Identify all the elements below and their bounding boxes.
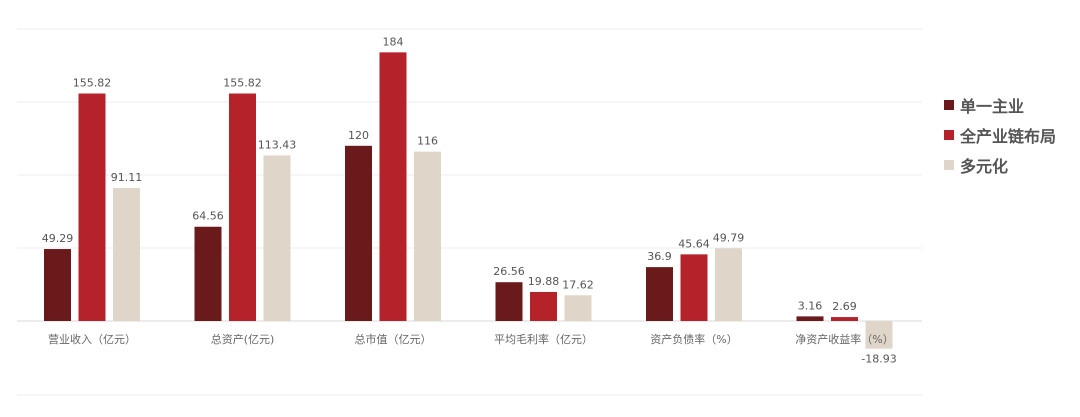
data-label-0-2: 91.11 [111, 171, 143, 184]
category-label-2: 总市值（亿元） [355, 332, 432, 346]
data-label-0-1: 155.82 [73, 77, 112, 90]
bar-1-1 [229, 93, 256, 321]
legend-swatch-diversified [944, 160, 954, 170]
legend-label-single-business: 单一主业 [960, 97, 1025, 116]
legend-item-full-industry-chain: 全产业链布局 [944, 120, 1056, 150]
data-label-3-1: 19.88 [528, 275, 560, 288]
data-label-4-1: 45.64 [678, 237, 710, 250]
category-label-0: 营业收入（亿元） [48, 332, 136, 346]
data-label-1-1: 155.82 [223, 77, 262, 90]
bar-4-2 [715, 248, 742, 321]
bar-5-1 [831, 317, 858, 321]
bar-3-1 [530, 291, 557, 321]
bar-0-1 [78, 93, 106, 321]
bar-4-0 [646, 267, 673, 321]
bar-0-2 [113, 187, 140, 321]
bar-5-2 [865, 321, 893, 349]
category-label-3: 平均毛利率（亿元） [494, 332, 593, 346]
chart-legend: 单一主业 全产业链布局 多元化 [944, 90, 1056, 180]
legend-item-diversified: 多元化 [944, 150, 1056, 180]
legend-swatch-single-business [944, 100, 954, 110]
data-label-4-2: 49.79 [713, 231, 745, 244]
data-label-5-0: 3.16 [798, 299, 823, 312]
data-label-5-1: 2.69 [832, 300, 857, 313]
bar-5-0 [796, 316, 824, 321]
data-label-2-2: 116 [417, 135, 438, 148]
bar-3-2 [564, 295, 592, 321]
legend-item-single-business: 单一主业 [944, 90, 1056, 120]
bar-1-0 [194, 226, 222, 321]
bar-4-1 [680, 254, 708, 321]
category-label-4: 资产负债率（%） [650, 332, 737, 346]
category-label-1: 总资产(亿元) [211, 332, 275, 346]
legend-label-diversified: 多元化 [960, 157, 1009, 176]
bar-1-2 [263, 155, 291, 321]
data-label-2-0: 120 [348, 129, 369, 142]
data-label-4-0: 36.9 [647, 250, 672, 263]
bar-2-2 [414, 151, 441, 321]
bar-2-1 [379, 52, 407, 322]
data-label-1-2: 113.43 [258, 138, 297, 151]
data-label-3-0: 26.56 [493, 265, 525, 278]
data-label-2-1: 184 [383, 35, 404, 48]
bar-3-0 [495, 282, 523, 321]
category-label-5: 净资产收益率（%） [795, 332, 893, 346]
bar-2-0 [345, 145, 372, 321]
data-label-1-0: 64.56 [192, 210, 224, 223]
data-label-0-0: 49.29 [42, 232, 74, 245]
data-label-3-2: 17.62 [562, 278, 594, 291]
legend-label-full-industry-chain: 全产业链布局 [960, 127, 1057, 146]
legend-swatch-full-industry-chain [944, 130, 954, 140]
data-label-5-2: -18.93 [861, 353, 896, 366]
bar-0-0 [44, 249, 71, 321]
